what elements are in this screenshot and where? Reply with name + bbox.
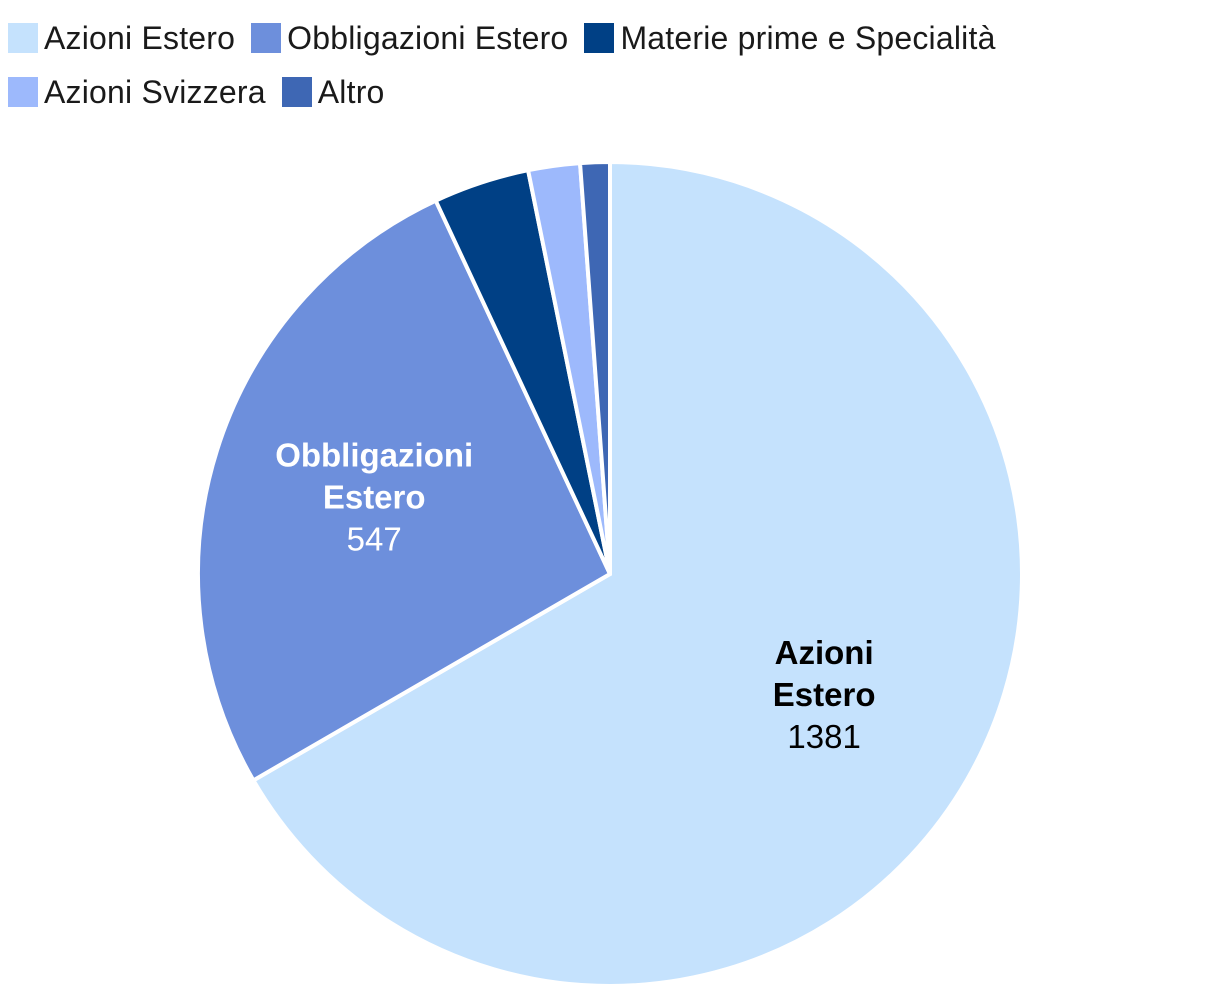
slice-value-azioni-estero: 1381 bbox=[787, 718, 860, 755]
legend-item-altro[interactable]: Altro bbox=[281, 72, 385, 112]
legend-swatch-azioni-svizzera bbox=[8, 77, 38, 107]
pie-slice-azioni-estero[interactable] bbox=[251, 160, 1024, 988]
legend-label-azioni-svizzera: Azioni Svizzera bbox=[44, 73, 266, 110]
legend-item-azioni-svizzera[interactable]: Azioni Svizzera bbox=[8, 72, 266, 112]
legend-swatch-materie-prime bbox=[584, 23, 615, 53]
legend-label-materie-prime: Materie prime e Specialità bbox=[620, 19, 996, 56]
legend-swatch-altro bbox=[281, 77, 312, 107]
legend-swatch-azioni-estero bbox=[8, 23, 38, 53]
slice-name-obbligazioni-estero-line-1: Estero bbox=[323, 479, 426, 516]
legend-label-azioni-estero: Azioni Estero bbox=[44, 19, 236, 56]
legend-item-azioni-estero[interactable]: Azioni Estero bbox=[8, 18, 235, 58]
slice-label-azioni-estero: Azioni Estero 1381 bbox=[773, 634, 876, 755]
legend-label-altro: Altro bbox=[317, 73, 385, 110]
legend-label-obbligazioni-estero: Obbligazioni Estero bbox=[287, 19, 569, 56]
slice-name-azioni-estero-line-1: Estero bbox=[773, 676, 876, 713]
slice-name-obbligazioni-estero-line-0: Obbligazioni bbox=[275, 437, 473, 474]
legend-item-obbligazioni-estero[interactable]: Obbligazioni Estero bbox=[251, 18, 568, 58]
legend-swatch-obbligazioni-estero bbox=[251, 23, 282, 53]
pie-slice-altro[interactable] bbox=[578, 160, 612, 576]
slice-label-obbligazioni-estero: Obbligazioni Estero 547 bbox=[275, 437, 473, 558]
legend-item-materie-prime[interactable]: Materie prime e Specialità bbox=[584, 18, 995, 58]
slice-name-azioni-estero-line-0: Azioni bbox=[775, 634, 874, 671]
pie-slice-obbligazioni-estero[interactable] bbox=[196, 198, 612, 783]
slice-value-obbligazioni-estero: 547 bbox=[347, 521, 402, 558]
chart-legend: Azioni Estero Obbligazioni Estero Materi… bbox=[8, 18, 1208, 112]
